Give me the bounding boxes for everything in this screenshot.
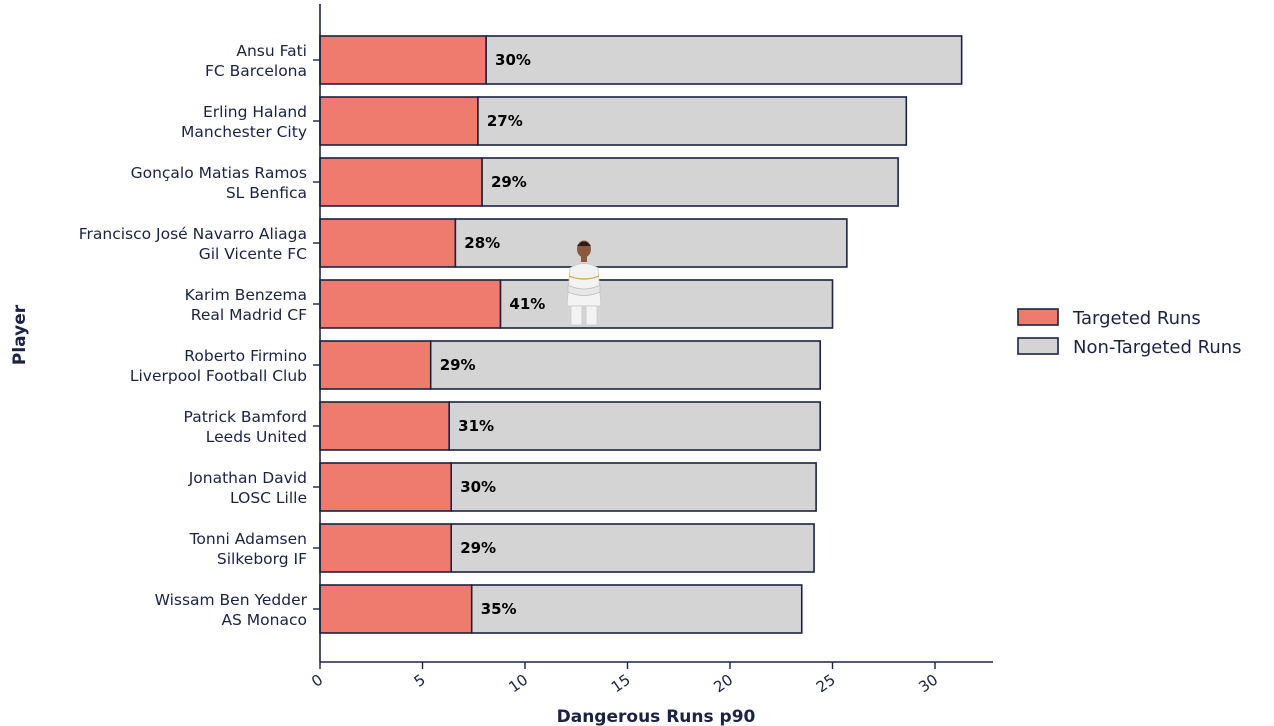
bar-targeted (319, 35, 487, 85)
legend: Targeted Runs Non-Targeted Runs (1017, 308, 1242, 358)
player-labels: Ansu Fati FC Barcelona Erling Haland Manche… (79, 42, 320, 629)
bar-non-targeted (448, 401, 821, 451)
club-label: SL Benfica (226, 184, 307, 202)
player-name-label: Gonçalo Matias Ramos (131, 164, 307, 182)
club-label: Leeds United (206, 428, 307, 446)
bar-non-targeted (477, 96, 908, 146)
percent-label: 41% (509, 295, 545, 313)
player-name-label: Ansu Fati (236, 42, 307, 60)
bar-non-targeted (481, 157, 899, 207)
player-name-label: Jonathan David (188, 469, 307, 487)
x-tick-label: 30 (915, 671, 941, 697)
legend-swatch-non-targeted (1017, 337, 1059, 355)
percent-label: 30% (460, 478, 496, 496)
percent-label: 27% (487, 112, 523, 130)
club-label: Liverpool Football Club (130, 367, 307, 385)
x-tick-label: 20 (710, 671, 736, 697)
bar-targeted (319, 523, 452, 573)
club-label: Manchester City (181, 123, 307, 141)
axes (319, 4, 993, 663)
club-label: FC Barcelona (205, 62, 307, 80)
legend-swatch-targeted (1017, 308, 1059, 326)
player-name-label: Francisco José Navarro Aliaga (79, 225, 307, 243)
club-label: Silkeborg IF (217, 550, 307, 568)
x-tick-label: 5 (411, 671, 429, 691)
club-label: AS Monaco (221, 611, 307, 629)
player-name-label: Patrick Bamford (184, 408, 307, 426)
percent-label: 28% (464, 234, 500, 252)
bar-non-targeted (450, 523, 815, 573)
bar-non-targeted (485, 35, 963, 85)
x-tick-label: 10 (505, 671, 531, 697)
bars-layer: 30% 27% 29% 28% 41% 29% 31% 30% 29% 35% (319, 35, 963, 634)
club-label: Gil Vicente FC (199, 245, 307, 263)
bar-targeted (319, 584, 473, 634)
x-tick-label: 0 (308, 671, 326, 691)
legend-label-targeted: Targeted Runs (1072, 308, 1201, 329)
percent-label: 29% (460, 539, 496, 557)
bar-targeted (319, 340, 432, 390)
x-axis-title: Dangerous Runs p90 (557, 707, 756, 726)
bar-non-targeted (429, 340, 822, 390)
percent-label: 30% (495, 51, 531, 69)
bar-non-targeted (454, 218, 848, 268)
player-name-label: Tonni Adamsen (189, 530, 307, 548)
percent-label: 35% (481, 600, 517, 618)
bar-targeted (319, 96, 479, 146)
bar-targeted (319, 218, 457, 268)
percent-label: 29% (491, 173, 527, 191)
club-label: Real Madrid CF (191, 306, 307, 324)
player-photo-icon (566, 240, 602, 326)
bar-targeted (319, 157, 483, 207)
player-name-label: Karim Benzema (185, 286, 307, 304)
player-name-label: Wissam Ben Yedder (155, 591, 308, 609)
bar-targeted (319, 279, 502, 329)
bar-non-targeted (470, 584, 803, 634)
percent-label: 31% (458, 417, 494, 435)
player-name-label: Erling Haland (203, 103, 307, 121)
bar-targeted (319, 401, 450, 451)
player-name-label: Roberto Firmino (184, 347, 307, 365)
bar-non-targeted (450, 462, 817, 512)
x-tick-label: 25 (813, 671, 839, 697)
club-label: LOSC Lille (230, 489, 307, 507)
bar-non-targeted (499, 279, 834, 329)
percent-label: 29% (440, 356, 476, 374)
x-ticks: 0 5 10 15 20 25 30 (308, 662, 941, 696)
bar-targeted (319, 462, 452, 512)
y-axis-title: Player (10, 304, 30, 365)
x-tick-label: 15 (608, 671, 634, 697)
legend-label-non-targeted: Non-Targeted Runs (1073, 337, 1242, 358)
